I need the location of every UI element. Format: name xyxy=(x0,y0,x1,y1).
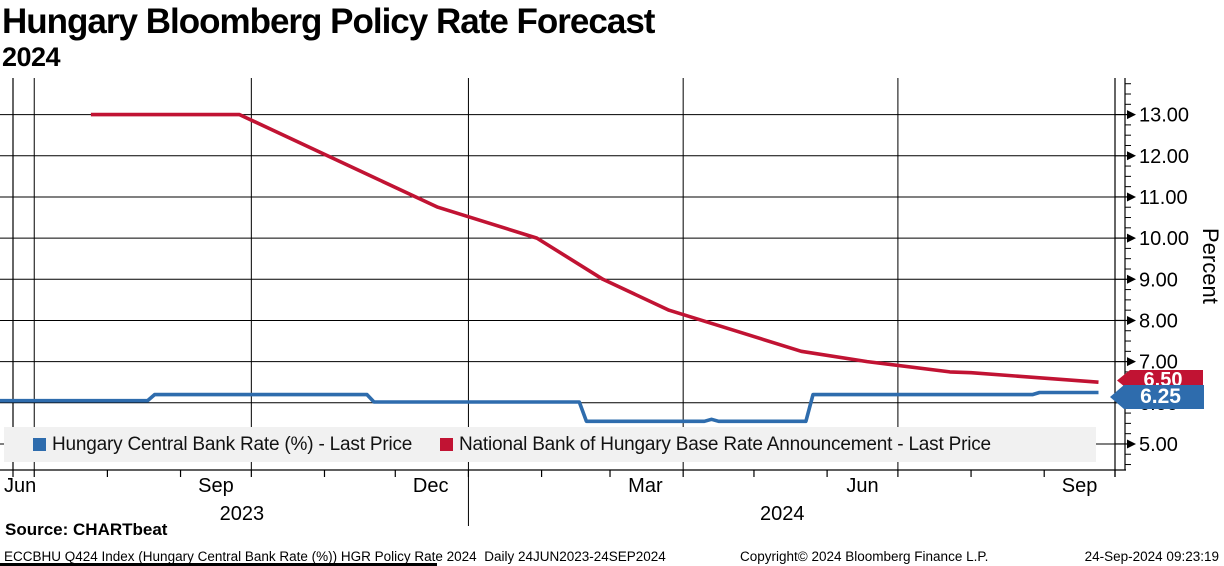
x-month-label: Jun xyxy=(846,475,878,497)
y-tick-arrowhead-icon xyxy=(1127,151,1136,161)
y-tick-arrowhead-icon xyxy=(1127,439,1136,449)
series-line-0 xyxy=(90,112,1099,384)
footer-timestamp: 24-Sep-2024 09:23:19 xyxy=(1084,549,1219,564)
y-tick-label: 11.00 xyxy=(1139,187,1188,209)
x-month-label: Jun xyxy=(4,475,36,497)
page-title: Hungary Bloomberg Policy Rate Forecast xyxy=(2,2,655,41)
legend-item-central-bank-rate: Hungary Central Bank Rate (%) - Last Pri… xyxy=(33,427,412,462)
x-month-label: Sep xyxy=(198,475,234,497)
page-subtitle: 2024 xyxy=(2,42,61,72)
y-tick-label: 8.00 xyxy=(1139,310,1178,332)
source-note: Source: CHARTbeat xyxy=(5,520,168,539)
bottom-edge-bar xyxy=(0,563,437,566)
y-axis-title: Percent xyxy=(1198,228,1223,304)
y-tick-arrowhead-icon xyxy=(1127,192,1136,202)
footer-copyright: Copyright© 2024 Bloomberg Finance L.P. xyxy=(740,549,989,564)
legend-label: Hungary Central Bank Rate (%) - Last Pri… xyxy=(52,433,413,455)
y-tick-arrowhead-icon xyxy=(1127,233,1136,243)
chart-legend: Hungary Central Bank Rate (%) - Last Pri… xyxy=(0,427,1100,462)
x-month-label: Sep xyxy=(1062,475,1098,497)
x-month-label: Dec xyxy=(413,475,449,497)
y-tick-arrowhead-icon xyxy=(1127,357,1136,367)
footer-ticker-description: ECCBHU Q424 Index (Hungary Central Bank … xyxy=(4,549,666,564)
x-month-label: Mar xyxy=(628,475,663,497)
blue-series-swatch-icon xyxy=(33,438,46,451)
y-tick-label: 13.00 xyxy=(1139,105,1189,127)
y-tick-arrowhead-icon xyxy=(1127,315,1136,325)
red-series-swatch-icon xyxy=(440,438,453,451)
y-tick-label: 10.00 xyxy=(1139,228,1189,250)
last-price-badge-blue: 6.25 xyxy=(1110,385,1204,409)
x-year-label: 2024 xyxy=(760,503,805,525)
legend-strip-background xyxy=(4,427,1096,462)
y-tick-label: 5.00 xyxy=(1139,434,1178,456)
y-tick-label: 12.00 xyxy=(1139,146,1189,168)
legend-item-base-rate-announcement: National Bank of Hungary Base Rate Annou… xyxy=(440,427,991,462)
y-tick-label: 9.00 xyxy=(1139,269,1178,291)
legend-label: National Bank of Hungary Base Rate Annou… xyxy=(459,433,991,455)
y-tick-arrowhead-icon xyxy=(1127,274,1136,284)
y-tick-arrowhead-icon xyxy=(1127,110,1136,120)
series-line-1 xyxy=(0,390,1099,424)
x-year-label: 2023 xyxy=(220,503,265,525)
